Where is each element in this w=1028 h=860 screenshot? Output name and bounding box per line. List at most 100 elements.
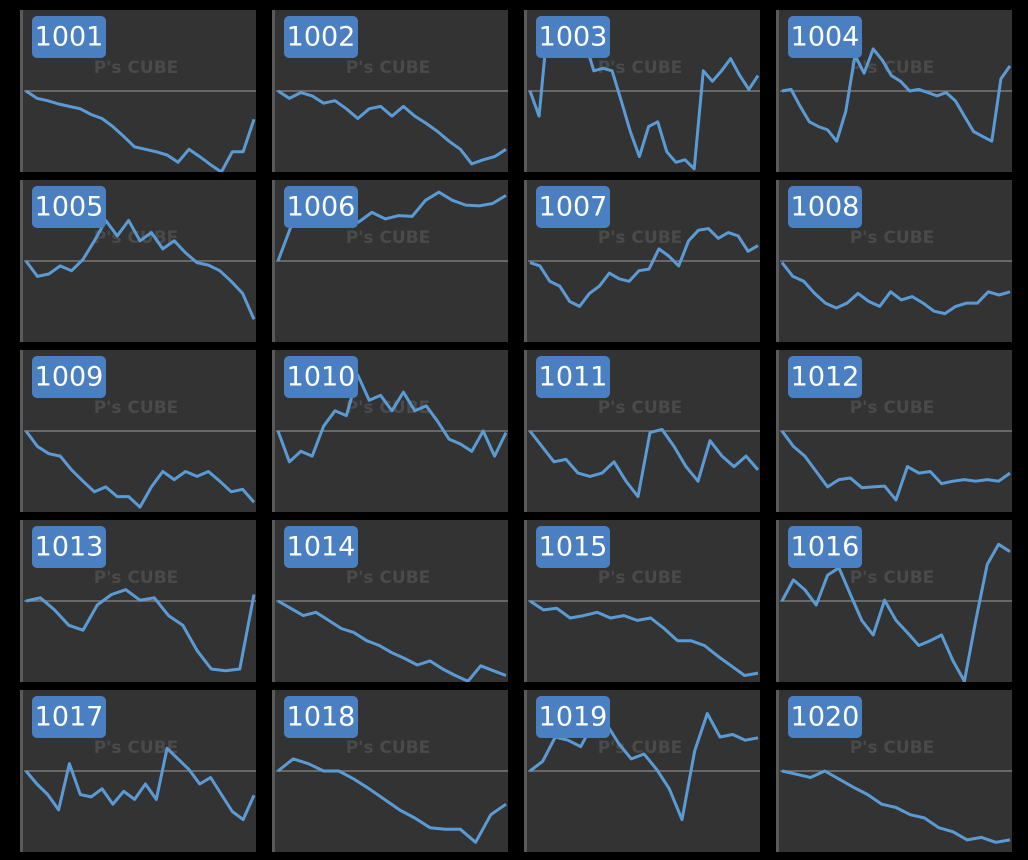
- watermark: P's CUBE: [850, 568, 935, 588]
- watermark: P's CUBE: [598, 568, 683, 588]
- chart-title: 1007: [539, 192, 608, 223]
- chart-title: 1002: [287, 22, 356, 53]
- series-line: [780, 542, 1011, 682]
- series-line: [529, 599, 759, 677]
- series-line: [528, 427, 760, 499]
- title-badge: [536, 526, 610, 568]
- watermark: P's CUBE: [850, 738, 935, 758]
- series-line: [25, 588, 256, 673]
- cell-edge: [272, 690, 275, 852]
- cell-edge: [524, 350, 527, 512]
- title-badge: [536, 356, 610, 398]
- cell-edge: [524, 10, 527, 172]
- title-badge: [32, 696, 106, 738]
- chart-cell: P's CUBE 1002: [272, 10, 508, 172]
- title-badge: [536, 186, 610, 228]
- cell-edge: [20, 10, 23, 172]
- chart-title: 1014: [287, 532, 356, 563]
- cell-edge: [776, 690, 779, 852]
- title-badge: [284, 526, 358, 568]
- series-line: [24, 746, 256, 822]
- title-badge: [32, 356, 106, 398]
- chart-cell: P's CUBE 1004: [776, 10, 1012, 172]
- cell-edge: [20, 690, 23, 852]
- chart-cell: P's CUBE 1007: [524, 180, 760, 342]
- chart-title: 1016: [791, 532, 860, 563]
- series-line: [24, 430, 256, 509]
- title-badge: [284, 696, 358, 738]
- series-line: [780, 430, 1011, 502]
- cell-edge: [776, 520, 779, 682]
- watermark: P's CUBE: [94, 398, 179, 418]
- chart-title: 1004: [791, 22, 860, 53]
- cell-edge: [272, 350, 275, 512]
- chart-title: 1012: [791, 362, 860, 393]
- series-line: [25, 89, 256, 172]
- cell-edge: [20, 520, 23, 682]
- chart-title: 1018: [287, 702, 356, 733]
- chart-cell: P's CUBE 1009: [20, 350, 256, 512]
- watermark: P's CUBE: [850, 58, 935, 78]
- cell-edge: [524, 180, 527, 342]
- chart-cell: P's CUBE 1001: [20, 10, 256, 172]
- watermark: P's CUBE: [346, 568, 431, 588]
- watermark: P's CUBE: [598, 58, 683, 78]
- series-line: [781, 47, 1012, 143]
- chart-title: 1006: [287, 192, 356, 223]
- chart-cell: P's CUBE 1020: [776, 690, 1012, 852]
- title-badge: [536, 696, 610, 738]
- cell-edge: [776, 10, 779, 172]
- watermark: P's CUBE: [346, 58, 431, 78]
- chart-title: 1010: [287, 362, 356, 393]
- watermark: P's CUBE: [94, 568, 179, 588]
- watermark: P's CUBE: [346, 738, 431, 758]
- series-line: [277, 757, 507, 844]
- series-line: [781, 769, 1011, 844]
- cell-edge: [272, 10, 275, 172]
- chart-cell: P's CUBE 1018: [272, 690, 508, 852]
- chart-title: 1020: [791, 702, 860, 733]
- chart-title: 1001: [35, 22, 104, 53]
- cell-edge: [524, 690, 527, 852]
- watermark: P's CUBE: [94, 58, 179, 78]
- chart-title: 1003: [539, 22, 608, 53]
- title-badge: [284, 356, 358, 398]
- series-line: [24, 219, 256, 320]
- watermark: P's CUBE: [598, 228, 683, 248]
- chart-title: 1009: [35, 362, 104, 393]
- title-badge: [284, 16, 358, 58]
- watermark: P's CUBE: [850, 228, 935, 248]
- title-badge: [788, 356, 862, 398]
- chart-cell: P's CUBE 1003: [524, 10, 760, 172]
- cell-edge: [272, 180, 275, 342]
- chart-title: 1005: [35, 192, 104, 223]
- title-badge: [284, 186, 358, 228]
- chart-title: 1019: [539, 702, 608, 733]
- chart-cell: P's CUBE 1015: [524, 520, 760, 682]
- chart-title: 1013: [35, 532, 104, 563]
- cell-edge: [20, 180, 23, 342]
- chart-title: 1017: [35, 702, 104, 733]
- series-line: [277, 89, 507, 166]
- cell-edge: [776, 350, 779, 512]
- title-badge: [788, 16, 862, 58]
- chart-cell: P's CUBE 1016: [776, 520, 1012, 682]
- chart-cell: P's CUBE 1013: [20, 520, 256, 682]
- watermark: P's CUBE: [94, 738, 179, 758]
- chart-title: 1011: [539, 362, 608, 393]
- series-line: [529, 227, 759, 308]
- chart-cell: P's CUBE 1011: [524, 350, 760, 512]
- cell-edge: [272, 520, 275, 682]
- series-line: [780, 261, 1011, 316]
- title-badge: [32, 186, 106, 228]
- cell-edge: [524, 520, 527, 682]
- chart-cell: P's CUBE 1012: [776, 350, 1012, 512]
- chart-cell: P's CUBE 1017: [20, 690, 256, 852]
- watermark: P's CUBE: [346, 228, 431, 248]
- chart-cell: P's CUBE 1006: [272, 180, 508, 342]
- watermark: P's CUBE: [850, 398, 935, 418]
- chart-title: 1015: [539, 532, 608, 563]
